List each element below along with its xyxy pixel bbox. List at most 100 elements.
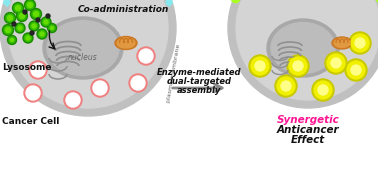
Circle shape [277, 77, 295, 95]
Circle shape [347, 61, 365, 79]
Circle shape [93, 81, 107, 95]
Circle shape [375, 0, 378, 2]
Circle shape [9, 37, 15, 43]
Ellipse shape [43, 17, 123, 79]
Circle shape [36, 18, 40, 22]
Circle shape [51, 27, 54, 29]
Circle shape [15, 5, 20, 10]
Circle shape [37, 29, 47, 39]
Circle shape [8, 36, 17, 44]
Circle shape [31, 63, 45, 77]
Circle shape [26, 36, 30, 40]
Circle shape [6, 14, 14, 22]
Circle shape [5, 12, 15, 23]
Circle shape [15, 23, 25, 33]
Circle shape [44, 20, 48, 24]
Circle shape [32, 10, 40, 18]
Text: assembly: assembly [177, 86, 221, 95]
Circle shape [325, 52, 347, 74]
Circle shape [18, 26, 22, 30]
Text: plasma membrane: plasma membrane [166, 43, 181, 103]
Circle shape [49, 25, 55, 31]
Text: Synergetic: Synergetic [277, 115, 339, 125]
Circle shape [249, 55, 271, 77]
Circle shape [318, 85, 328, 95]
Circle shape [18, 12, 26, 20]
Circle shape [31, 23, 37, 29]
Text: Cancer Cell: Cancer Cell [2, 117, 59, 126]
Text: Lysosome: Lysosome [2, 63, 51, 72]
Circle shape [6, 27, 11, 33]
Ellipse shape [271, 23, 335, 74]
Circle shape [228, 0, 378, 108]
Circle shape [41, 17, 51, 27]
Circle shape [30, 31, 34, 35]
Circle shape [166, 0, 172, 5]
Circle shape [48, 23, 56, 33]
Circle shape [40, 32, 44, 36]
Ellipse shape [334, 38, 350, 48]
Circle shape [236, 0, 378, 100]
Circle shape [345, 59, 367, 81]
Circle shape [23, 33, 33, 43]
Circle shape [251, 57, 269, 75]
Circle shape [24, 84, 42, 102]
Circle shape [293, 61, 303, 71]
Circle shape [34, 12, 39, 16]
Circle shape [8, 0, 168, 108]
Circle shape [314, 81, 332, 99]
Circle shape [289, 57, 307, 75]
Text: Co-administration: Co-administration [78, 5, 169, 14]
Circle shape [14, 4, 22, 12]
Circle shape [26, 1, 34, 9]
Circle shape [29, 21, 39, 31]
Circle shape [232, 0, 240, 3]
Circle shape [25, 0, 36, 10]
Circle shape [17, 10, 28, 21]
Text: dual-targeted: dual-targeted [166, 77, 231, 86]
Circle shape [17, 25, 23, 31]
Ellipse shape [47, 20, 119, 76]
Circle shape [349, 32, 371, 54]
Circle shape [31, 8, 42, 20]
Circle shape [137, 47, 155, 65]
Circle shape [26, 86, 40, 100]
Circle shape [66, 93, 80, 107]
Text: nucleus: nucleus [68, 53, 98, 62]
Circle shape [255, 61, 265, 71]
Ellipse shape [267, 19, 339, 77]
Circle shape [312, 79, 334, 101]
Circle shape [351, 65, 361, 75]
Circle shape [139, 49, 153, 63]
Circle shape [20, 14, 25, 18]
Ellipse shape [115, 36, 137, 49]
Circle shape [4, 0, 10, 5]
Text: Anticancer: Anticancer [277, 125, 339, 135]
Circle shape [12, 22, 16, 26]
Circle shape [12, 3, 23, 14]
Circle shape [11, 38, 14, 42]
Circle shape [231, 0, 241, 2]
Circle shape [29, 61, 47, 79]
Circle shape [287, 55, 309, 77]
Circle shape [4, 26, 12, 34]
Text: Effect: Effect [291, 135, 325, 145]
Circle shape [376, 0, 378, 3]
Circle shape [8, 16, 12, 20]
Ellipse shape [117, 38, 135, 48]
Circle shape [0, 0, 176, 116]
Text: Enzyme-mediated: Enzyme-mediated [157, 68, 241, 77]
Circle shape [129, 74, 147, 92]
Circle shape [91, 79, 109, 97]
Circle shape [351, 34, 369, 52]
Circle shape [281, 81, 291, 91]
Circle shape [275, 75, 297, 97]
Circle shape [331, 58, 341, 68]
Circle shape [64, 91, 82, 109]
Circle shape [28, 3, 33, 8]
Circle shape [32, 24, 36, 28]
Circle shape [42, 18, 50, 25]
Circle shape [39, 31, 45, 38]
Circle shape [3, 25, 14, 36]
Circle shape [131, 76, 145, 90]
